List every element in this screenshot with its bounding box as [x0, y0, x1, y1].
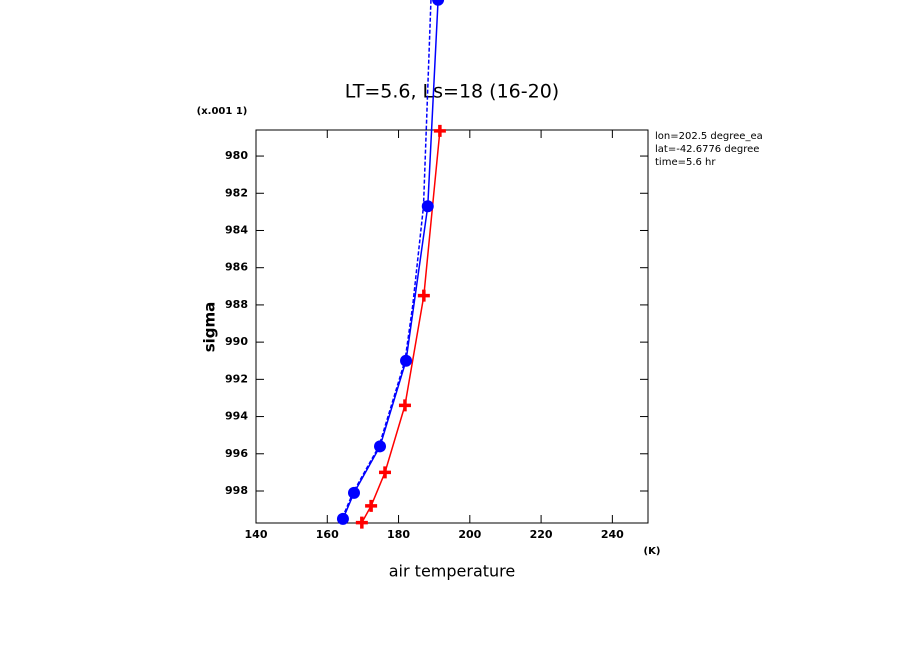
y-tick-label: 996 [225, 447, 248, 460]
plot-frame [255, 129, 649, 524]
y-tick-label: 998 [225, 484, 248, 497]
x-tick-label: 180 [387, 528, 410, 541]
series-line [342, 0, 439, 520]
x-tick-label: 240 [601, 528, 624, 541]
x-tick-label: 220 [530, 528, 553, 541]
y-tick-label: 982 [225, 186, 248, 199]
marker [374, 440, 387, 453]
marker [432, 0, 445, 6]
marker [355, 516, 368, 529]
x-axis-label: air temperature [389, 562, 515, 581]
y-tick-label: 984 [225, 223, 248, 236]
x-unit: (K) [644, 546, 661, 557]
marker [365, 499, 378, 512]
y-scale-note: (x.001 1) [197, 106, 248, 117]
x-tick-label: 140 [245, 528, 268, 541]
marker [421, 200, 434, 213]
marker [398, 399, 411, 412]
x-tick-label: 200 [458, 528, 481, 541]
chart-title: LT=5.6, Ls=18 (16-20) [345, 81, 559, 103]
y-axis-label: sigma [201, 302, 219, 353]
marker [336, 512, 349, 525]
y-tick-label: 980 [225, 149, 248, 162]
marker [400, 354, 413, 367]
marker [417, 289, 430, 302]
annotation: lat=-42.6776 degree [655, 144, 759, 155]
marker [433, 124, 446, 137]
series-line [341, 0, 432, 520]
y-tick-label: 986 [225, 261, 248, 274]
marker [379, 466, 392, 479]
annotation: lon=202.5 degree_ea [655, 131, 763, 142]
y-tick-label: 990 [225, 335, 248, 348]
x-tick-label: 160 [316, 528, 339, 541]
marker [348, 486, 360, 499]
y-tick-label: 992 [225, 372, 248, 385]
y-tick-label: 988 [225, 298, 248, 311]
annotation: time=5.6 hr [655, 157, 716, 168]
y-tick-label: 994 [225, 410, 248, 423]
